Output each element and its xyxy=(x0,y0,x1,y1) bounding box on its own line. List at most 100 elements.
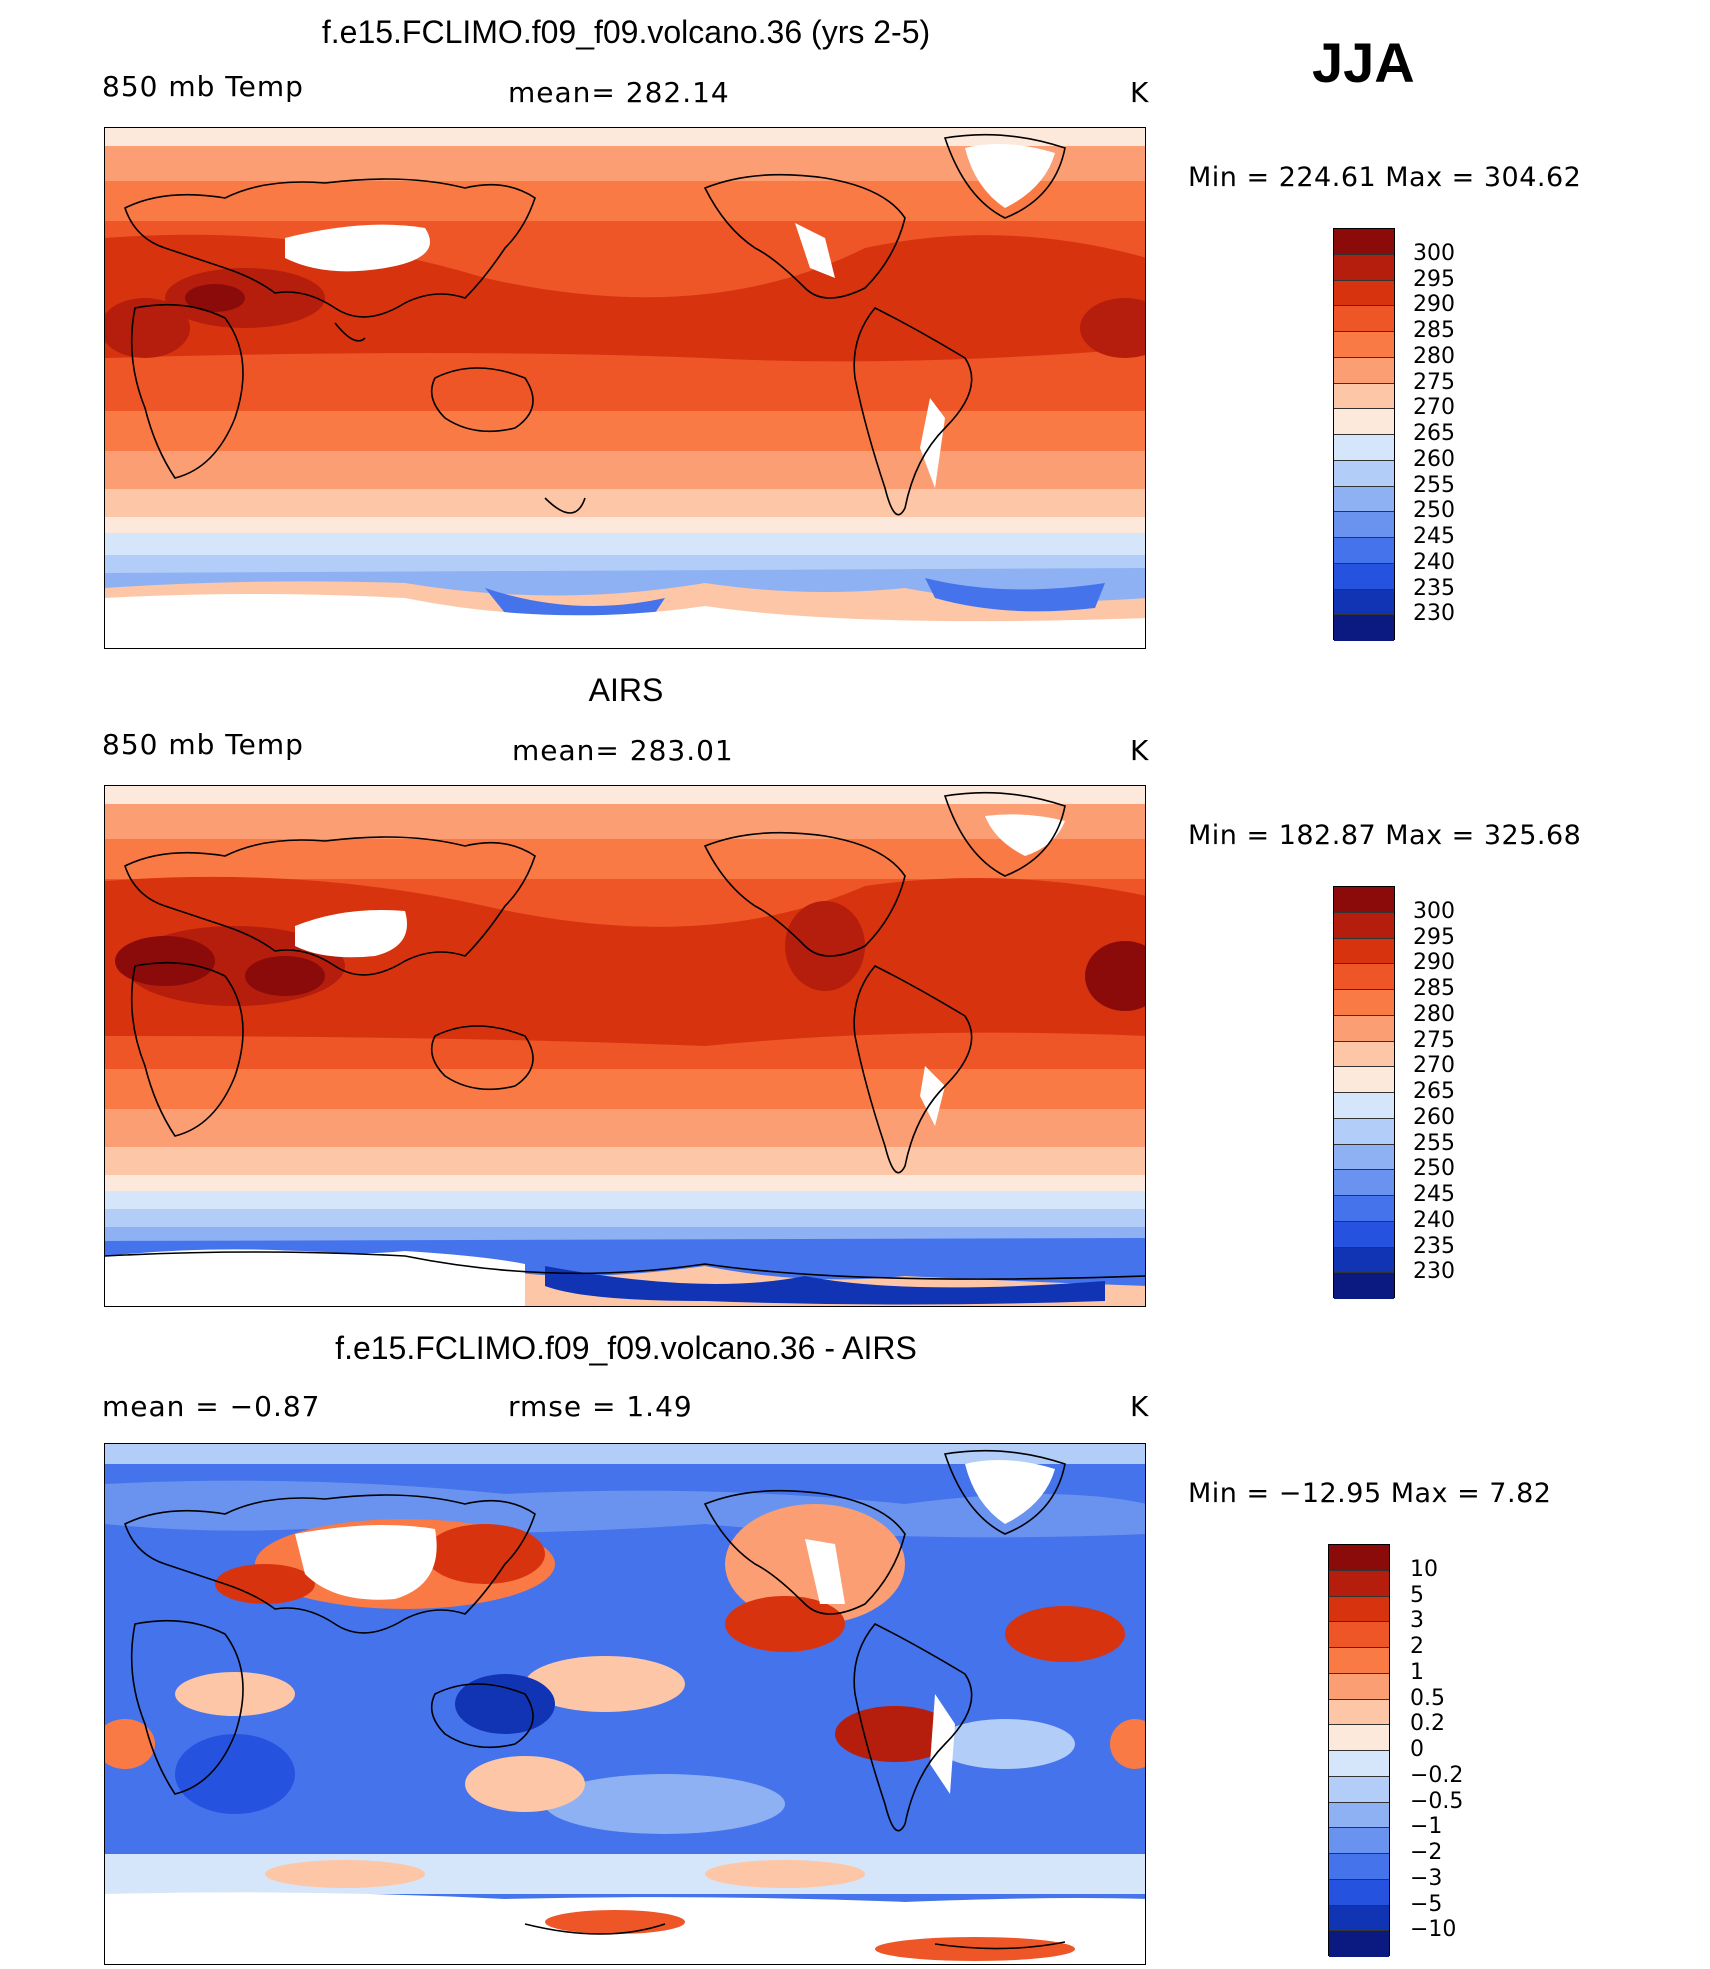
panel1-minmax: Min = 224.61 Max = 304.62 xyxy=(1188,162,1582,193)
panel2-mean: mean= 283.01 xyxy=(512,734,734,767)
panel3-units: K xyxy=(1130,1390,1150,1423)
colorbar-label: 270 xyxy=(1413,1053,1455,1079)
colorbar-label: 240 xyxy=(1413,1207,1455,1233)
colorbar-swatch xyxy=(1334,589,1394,616)
colorbar-label: 250 xyxy=(1413,498,1455,524)
panel2-variable: 850 mb Temp xyxy=(102,728,304,761)
panel1-map xyxy=(104,127,1146,649)
colorbar-label: 5 xyxy=(1410,1582,1424,1608)
colorbar-label: 230 xyxy=(1413,1259,1455,1285)
colorbar-label: 265 xyxy=(1413,421,1455,446)
colorbar-swatch xyxy=(1334,435,1394,461)
colorbar-swatch xyxy=(1334,912,1394,939)
colorbar-label: −3 xyxy=(1410,1865,1443,1891)
colorbar-swatch xyxy=(1329,1596,1389,1623)
colorbar-label: 285 xyxy=(1413,318,1455,343)
colorbar-swatch xyxy=(1334,887,1394,913)
colorbar-swatch xyxy=(1329,1879,1389,1906)
colorbar-label: 10 xyxy=(1410,1556,1438,1582)
colorbar-swatch xyxy=(1334,383,1394,410)
colorbar-swatch xyxy=(1334,1118,1394,1145)
colorbar-swatch xyxy=(1329,1699,1389,1726)
colorbar-label: −2 xyxy=(1410,1840,1443,1865)
colorbar-swatch xyxy=(1329,1776,1389,1803)
colorbar-swatch xyxy=(1334,486,1394,513)
colorbar-swatch xyxy=(1334,357,1394,384)
panel3-minmax: Min = −12.95 Max = 7.82 xyxy=(1188,1478,1552,1509)
colorbar-label: 245 xyxy=(1413,524,1455,549)
colorbar-swatch xyxy=(1334,1015,1394,1042)
panel3-rmse: rmse = 1.49 xyxy=(508,1390,693,1423)
colorbar-swatch xyxy=(1329,1673,1389,1700)
colorbar-label: 2 xyxy=(1410,1634,1424,1659)
colorbar-label: 295 xyxy=(1413,266,1455,292)
colorbar-label: 255 xyxy=(1413,1130,1455,1156)
panel1-title: f.e15.FCLIMO.f09_f09.volcano.36 (yrs 2-5… xyxy=(321,14,931,50)
colorbar-swatch xyxy=(1334,512,1394,538)
colorbar-swatch xyxy=(1329,1931,1389,1957)
colorbar-label: −5 xyxy=(1410,1891,1443,1917)
panel2-map xyxy=(104,785,1146,1307)
colorbar-label: 280 xyxy=(1413,1001,1455,1027)
colorbar-label: 3 xyxy=(1410,1608,1424,1634)
colorbar-label: 235 xyxy=(1413,575,1455,601)
colorbar-label: 290 xyxy=(1413,950,1455,976)
colorbar-label: 280 xyxy=(1413,343,1455,369)
colorbar-swatch xyxy=(1329,1622,1389,1648)
colorbar-swatch xyxy=(1334,1273,1394,1299)
panel3-colorbar xyxy=(1328,1544,1390,1957)
colorbar-label: 260 xyxy=(1413,1104,1455,1130)
panel3-mean: mean = −0.87 xyxy=(102,1390,321,1423)
panel3-map xyxy=(104,1443,1146,1965)
colorbar-label: 1 xyxy=(1410,1659,1424,1685)
colorbar-label: −10 xyxy=(1410,1917,1457,1943)
panel1-units: K xyxy=(1130,76,1150,109)
colorbar-swatch xyxy=(1334,254,1394,281)
colorbar-label: 285 xyxy=(1413,976,1455,1001)
colorbar-swatch xyxy=(1334,538,1394,564)
colorbar-swatch xyxy=(1334,409,1394,435)
colorbar-swatch xyxy=(1334,964,1394,990)
colorbar-swatch xyxy=(1334,229,1394,255)
colorbar-label: 260 xyxy=(1413,446,1455,472)
colorbar-swatch xyxy=(1334,615,1394,641)
colorbar-swatch xyxy=(1334,1196,1394,1222)
colorbar-swatch xyxy=(1334,306,1394,332)
colorbar-swatch xyxy=(1329,1570,1389,1597)
colorbar-label: 275 xyxy=(1413,369,1455,395)
colorbar-label: 270 xyxy=(1413,395,1455,421)
colorbar-swatch xyxy=(1334,990,1394,1016)
colorbar-swatch xyxy=(1334,1093,1394,1119)
panel2-minmax: Min = 182.87 Max = 325.68 xyxy=(1188,820,1582,851)
colorbar-label: 300 xyxy=(1413,898,1455,924)
colorbar-swatch xyxy=(1334,332,1394,358)
colorbar-label: 300 xyxy=(1413,240,1455,266)
colorbar-label: 250 xyxy=(1413,1156,1455,1182)
colorbar-label: 255 xyxy=(1413,472,1455,498)
colorbar-swatch xyxy=(1329,1648,1389,1674)
colorbar-label: 0 xyxy=(1410,1737,1424,1762)
colorbar-label: 230 xyxy=(1413,601,1455,627)
colorbar-label: 275 xyxy=(1413,1027,1455,1053)
panel2-colorbar xyxy=(1333,886,1395,1299)
colorbar-label: −0.5 xyxy=(1410,1788,1464,1814)
colorbar-swatch xyxy=(1329,1545,1389,1571)
colorbar-swatch xyxy=(1334,1144,1394,1171)
colorbar-swatch xyxy=(1334,460,1394,487)
colorbar-swatch xyxy=(1329,1802,1389,1829)
panel1-mean: mean= 282.14 xyxy=(508,76,730,109)
season-label: JJA xyxy=(1312,31,1415,94)
colorbar-swatch xyxy=(1329,1905,1389,1932)
colorbar-swatch xyxy=(1334,1067,1394,1093)
colorbar-label: −0.2 xyxy=(1410,1762,1464,1788)
panel2-title: AIRS xyxy=(588,672,664,708)
colorbar-label: 0.5 xyxy=(1410,1685,1445,1711)
colorbar-swatch xyxy=(1329,1828,1389,1854)
colorbar-label: 290 xyxy=(1413,292,1455,318)
panel2-units: K xyxy=(1130,734,1150,767)
colorbar-label: −1 xyxy=(1410,1814,1443,1840)
colorbar-swatch xyxy=(1334,1247,1394,1274)
colorbar-label: 0.2 xyxy=(1410,1711,1445,1737)
colorbar-swatch xyxy=(1334,280,1394,307)
panel1-variable: 850 mb Temp xyxy=(102,70,304,103)
